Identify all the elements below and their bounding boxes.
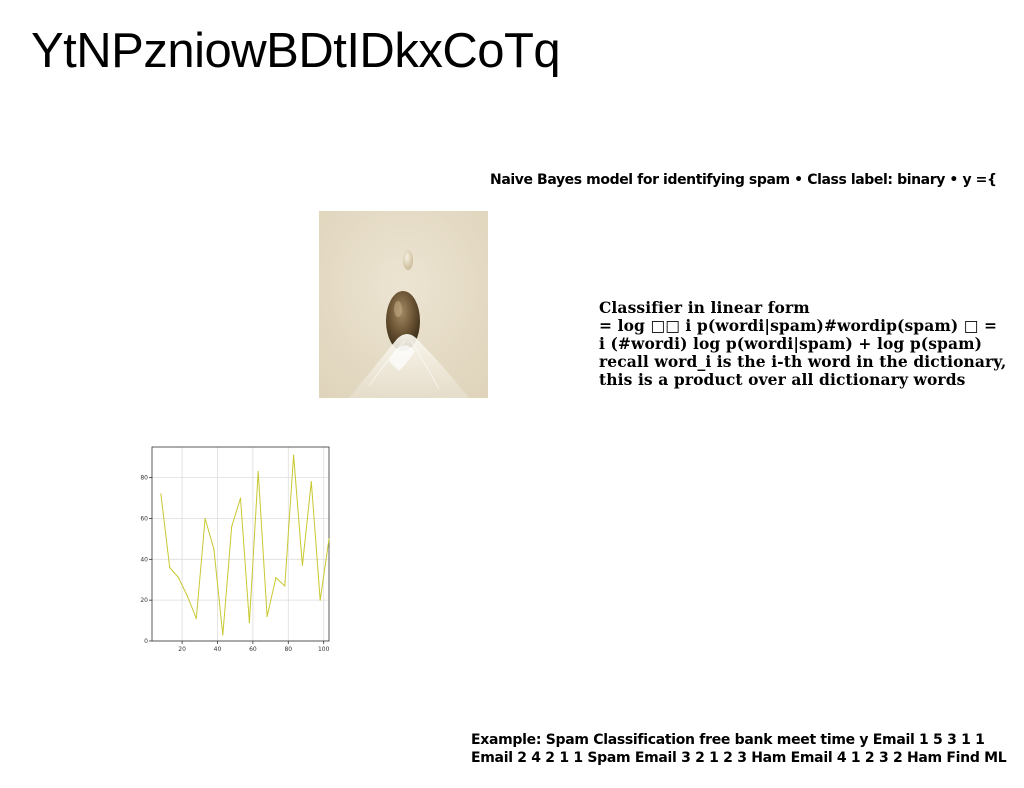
- data-point: [266, 615, 268, 618]
- y-tick-label: 60: [140, 515, 148, 522]
- line-chart-svg: 20 40 60 80 100 0 20 40 60 80: [140, 446, 330, 653]
- data-point: [284, 585, 286, 587]
- classifier-line: Classifier in linear form: [599, 298, 810, 317]
- data-point: [231, 526, 233, 528]
- egg-drop-photo: [319, 211, 488, 398]
- classifier-line: = log □□ i p(wordi|spam)#wordip(spam) □ …: [599, 316, 998, 335]
- data-point: [275, 577, 277, 579]
- y-tick-label: 0: [144, 638, 148, 645]
- data-point: [186, 595, 188, 597]
- data-point: [195, 617, 197, 620]
- data-point: [248, 622, 250, 624]
- data-point: [222, 634, 224, 636]
- x-tick-label: 20: [178, 646, 186, 653]
- example-line: Example: Spam Classification free bank m…: [471, 732, 985, 748]
- page-title: YtNPzniowBDtIDkxCoTq: [31, 24, 561, 78]
- y-tick-label: 80: [140, 475, 148, 482]
- line-chart: 20 40 60 80 100 0 20 40 60 80: [138, 440, 338, 660]
- x-tick-label: 60: [249, 646, 257, 653]
- data-point: [319, 599, 321, 601]
- data-point: [213, 548, 215, 550]
- classifier-line: recall word_i is the i-th word in the di…: [599, 352, 1007, 371]
- y-tick-label: 40: [140, 556, 148, 563]
- data-point: [239, 497, 242, 499]
- x-tick-label: 100: [318, 646, 330, 653]
- data-point: [257, 470, 259, 473]
- egg-drop-photo-icon: [319, 211, 488, 398]
- example-text: Example: Spam Classification free bank m…: [471, 731, 1024, 767]
- slide-subtitle: Naive Bayes model for identifying spam •…: [490, 172, 997, 188]
- data-point: [301, 564, 304, 567]
- data-point: [204, 517, 206, 520]
- data-point: [177, 577, 180, 579]
- data-point: [310, 481, 312, 483]
- x-tick-label: 80: [284, 646, 292, 653]
- data-point: [328, 538, 330, 540]
- data-point: [293, 454, 295, 456]
- classifier-text: Classifier in linear form = log □□ i p(w…: [599, 299, 1024, 389]
- data-point: [169, 566, 171, 569]
- plot-frame: [151, 446, 330, 642]
- example-line: Email 2 4 2 1 1 Spam Email 3 2 1 2 3 Ham…: [471, 750, 1007, 766]
- classifier-line: this is a product over all dictionary wo…: [599, 370, 966, 389]
- data-point: [160, 493, 162, 495]
- series-line: [160, 455, 330, 635]
- y-tick-label: 20: [140, 597, 148, 604]
- x-tick-label: 40: [214, 646, 222, 653]
- classifier-line: i (#wordi) log p(wordi|spam) + log p(spa…: [599, 334, 983, 353]
